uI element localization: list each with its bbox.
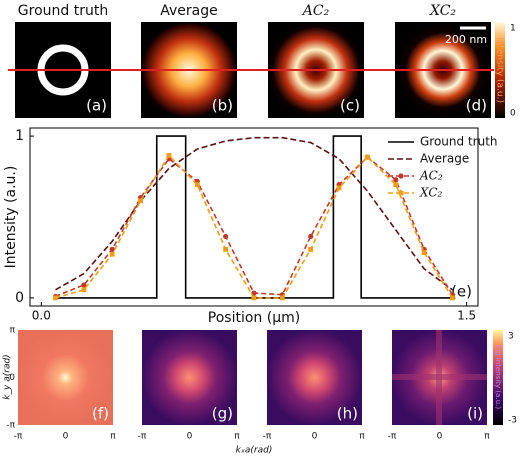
cb-label: Intensity (a.u.) (495, 37, 505, 103)
legend-marker (398, 173, 404, 179)
marker (109, 246, 115, 252)
panel-label: (e) (451, 283, 472, 301)
legend-label: XC₂ (419, 186, 443, 200)
marker (393, 182, 399, 188)
k-tick: -π (14, 432, 23, 442)
marker (393, 177, 399, 183)
k-tick: -π (6, 421, 15, 431)
k-tick: 0 (187, 432, 193, 442)
marker (138, 198, 143, 204)
cb-label: log intensity (a.u.) (494, 345, 502, 409)
marker (308, 233, 314, 240)
cb-tick: 0 (510, 109, 516, 119)
image (267, 330, 362, 425)
k-tick: π (110, 432, 116, 442)
panel-title: XC₂ (429, 3, 456, 19)
panel-label: (g) (212, 405, 233, 423)
k-tick: π (10, 326, 16, 336)
legend-label: Ground truth (420, 135, 498, 149)
image (18, 330, 113, 425)
series-line (55, 136, 453, 291)
k-tick: π (484, 432, 490, 442)
cb-tick: 3 (508, 332, 514, 342)
marker (223, 246, 229, 252)
kx-label: kₓa(rad) (236, 446, 273, 456)
image (142, 330, 237, 425)
series-line (55, 135, 453, 299)
panel-label: (b) (212, 97, 233, 115)
marker (365, 154, 370, 160)
k-tick: -π (138, 432, 147, 442)
marker (421, 250, 427, 255)
marker (81, 282, 87, 288)
top-images: 200 nm 1 0 Intensity (a.u.) (8, 22, 516, 119)
bottom-images: 3 -3 log intensity (a.u.) kₓa(rad) k_y a… (3, 330, 517, 456)
cb-tick: -3 (508, 416, 517, 426)
panel-label: (h) (337, 405, 358, 423)
marker (279, 295, 285, 301)
plot-frame (29, 127, 479, 307)
cb-tick: 1 (510, 24, 516, 34)
k-tick: 0 (437, 432, 443, 442)
k-tick: 0 (9, 373, 15, 383)
x-axis-label: Position (μm) (208, 310, 300, 326)
panel-label: (a) (86, 97, 107, 115)
ky-label: k_y a(rad) (3, 354, 13, 399)
legend-label: Average (420, 152, 469, 166)
colorbar (495, 22, 505, 118)
panel-label: (c) (340, 97, 360, 115)
k-tick: 0 (63, 432, 69, 442)
k-tick: π (359, 432, 365, 442)
marker (450, 295, 455, 301)
marker (223, 233, 229, 240)
x-tick-label: 1.5 (457, 309, 476, 323)
x-tick-label: 0.0 (32, 309, 51, 323)
legend-marker (398, 190, 404, 196)
scale-text: 200 nm (445, 33, 487, 46)
colorbar (493, 330, 503, 425)
marker (81, 287, 87, 293)
marker (166, 153, 172, 158)
marker (194, 182, 200, 188)
marker (109, 251, 115, 257)
k-tick: -π (388, 432, 397, 442)
panel-title: Ground truth (18, 3, 108, 19)
panel-label: (d) (466, 97, 487, 115)
k-tick: 0 (312, 432, 318, 442)
marker (53, 295, 58, 301)
legend-label: AC₂ (419, 169, 443, 183)
panel-title: Average (160, 3, 218, 19)
marker (251, 295, 257, 301)
panel-label: (i) (467, 405, 483, 423)
panel-label: (f) (92, 405, 109, 423)
y-axis-label: Intensity (a.u.) (3, 166, 19, 269)
k-tick: -π (263, 432, 272, 442)
marker (308, 246, 314, 252)
k-tick: π (234, 432, 240, 442)
panel-title: AC₂ (301, 3, 330, 19)
y-tick-label: 0 (15, 290, 24, 306)
marker (336, 185, 342, 191)
y-tick-label: 1 (15, 128, 24, 144)
